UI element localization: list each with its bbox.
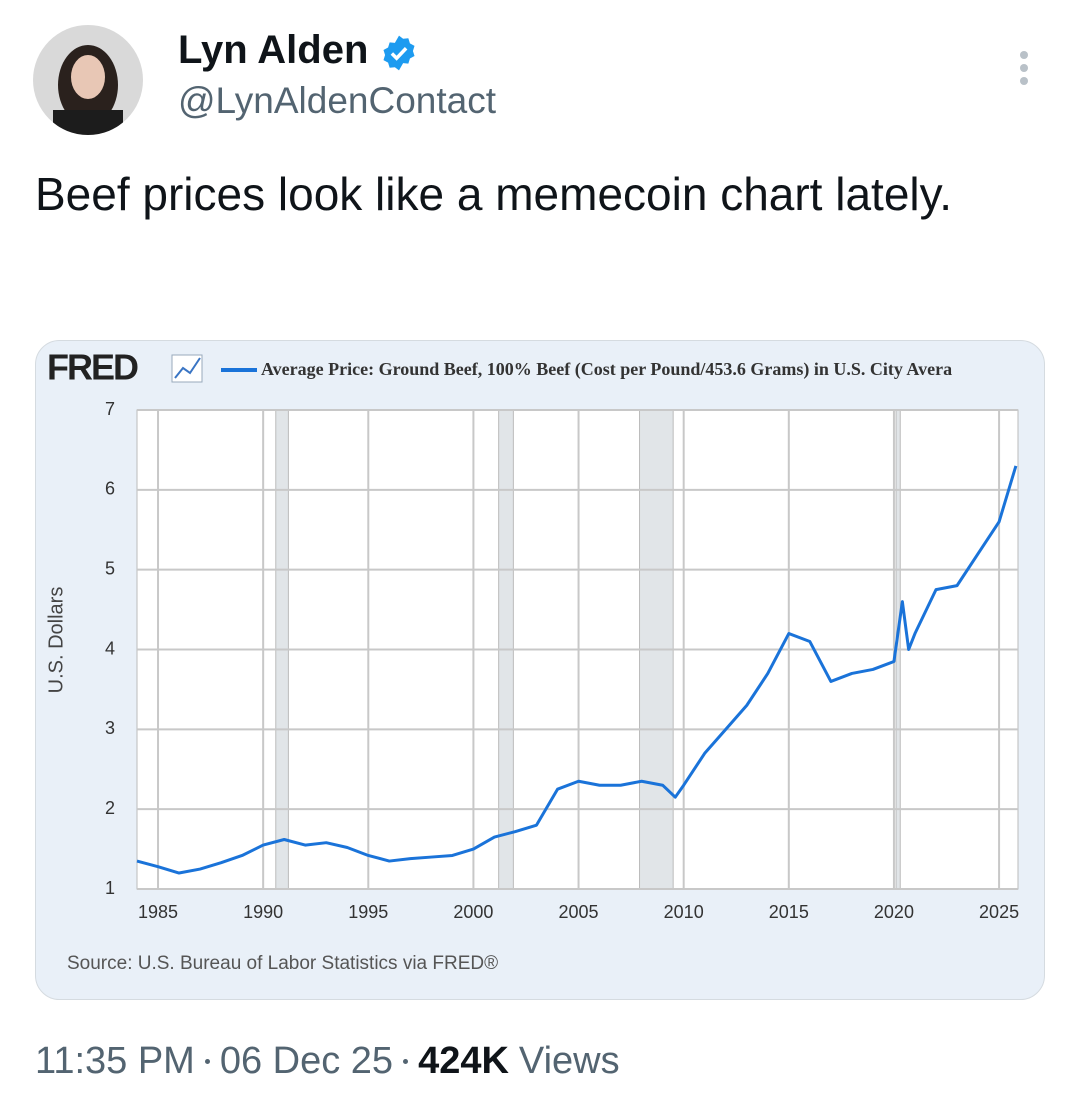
y-axis-label: U.S. Dollars bbox=[45, 587, 67, 694]
legend-label: Average Price: Ground Beef, 100% Beef (C… bbox=[261, 359, 952, 380]
fred-logo: FRED bbox=[47, 347, 138, 388]
time: 11:35 PM bbox=[35, 1040, 195, 1082]
verified-badge bbox=[383, 35, 415, 71]
y-tick-label: 4 bbox=[105, 638, 115, 658]
x-tick-label: 2000 bbox=[453, 902, 493, 922]
x-tick-label: 1985 bbox=[138, 902, 178, 922]
more-menu[interactable] bbox=[1014, 50, 1034, 90]
display-name[interactable]: Lyn Alden bbox=[178, 28, 369, 72]
data-line bbox=[136, 465, 1018, 875]
views-label: Views bbox=[518, 1040, 620, 1082]
date: 06 Dec 25 bbox=[219, 1040, 394, 1082]
y-tick-label: 7 bbox=[105, 399, 115, 419]
avatar[interactable] bbox=[33, 25, 143, 135]
y-tick-label: 1 bbox=[105, 878, 115, 898]
x-tick-label: 1990 bbox=[243, 902, 283, 922]
x-tick-label: 1995 bbox=[348, 902, 388, 922]
x-tick-label: 2015 bbox=[769, 902, 809, 922]
y-tick-label: 2 bbox=[105, 798, 115, 818]
x-tick-label: 2005 bbox=[559, 902, 599, 922]
chart-card[interactable]: FRED U.S. Dollars Source: U.S. Bureau of… bbox=[35, 340, 1045, 1000]
fred-icon bbox=[171, 354, 203, 383]
handle[interactable]: @LynAldenContact bbox=[178, 80, 496, 121]
x-tick-label: 2010 bbox=[664, 902, 704, 922]
x-tick-label: 2020 bbox=[874, 902, 914, 922]
y-tick-label: 6 bbox=[105, 479, 115, 499]
source: Source: U.S. Bureau of Labor Statistics … bbox=[67, 953, 498, 974]
y-tick-label: 5 bbox=[105, 558, 115, 578]
tweet-text: Beef prices look like a memecoin chart l… bbox=[35, 168, 952, 220]
separator bbox=[403, 1059, 409, 1064]
views-count: 424K bbox=[418, 1040, 509, 1082]
separator bbox=[204, 1059, 210, 1064]
tweet-meta: 11:35 PM 06 Dec 25 424K Views bbox=[35, 1040, 620, 1083]
y-tick-label: 3 bbox=[105, 718, 115, 738]
x-tick-label: 2025 bbox=[979, 902, 1019, 922]
